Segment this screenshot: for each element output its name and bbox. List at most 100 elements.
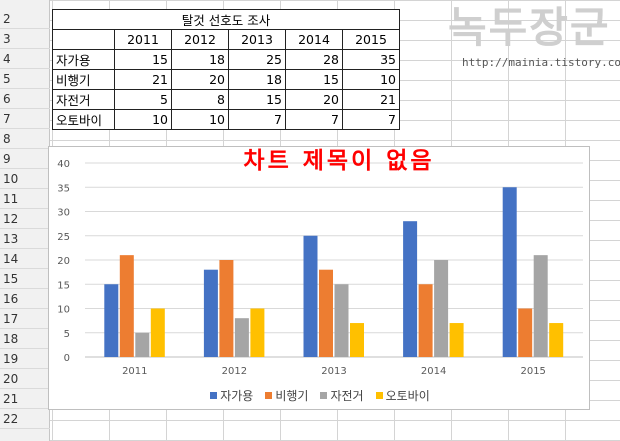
column-chart[interactable]: 0 5 10 15 20 25 30 35 40 2011 2012 2013 2014 2015 차트 … [48, 146, 590, 410]
year-header[interactable]: 2013 [228, 29, 286, 50]
row-number[interactable]: 3 [0, 29, 50, 49]
row-number[interactable]: 10 [0, 169, 50, 189]
legend-swatch [375, 391, 383, 399]
bar[interactable] [119, 255, 134, 357]
value-cell[interactable]: 15 [114, 49, 172, 70]
row-number[interactable]: 19 [0, 349, 50, 369]
value-cell[interactable]: 21 [342, 89, 400, 110]
row-number[interactable]: 8 [0, 129, 50, 149]
bar[interactable] [449, 323, 464, 357]
legend-entry[interactable]: 자전거 [320, 387, 364, 403]
value-cell[interactable]: 7 [285, 109, 343, 130]
survey-table: 탈것 선호도 조사 2011 2012 2013 2014 2015 자가용 1… [52, 9, 400, 130]
value-cell[interactable]: 18 [171, 49, 229, 70]
y-tick-label: 30 [57, 208, 70, 219]
bar[interactable] [234, 318, 249, 357]
row-number[interactable]: 6 [0, 89, 50, 109]
row-number[interactable]: 20 [0, 369, 50, 389]
row-number[interactable]: 7 [0, 109, 50, 129]
row-label[interactable]: 자전거 [52, 89, 115, 110]
bar[interactable] [104, 284, 119, 357]
legend-entry[interactable]: 자가용 [210, 387, 253, 403]
y-tick-label: 35 [57, 183, 70, 194]
value-cell[interactable]: 35 [342, 49, 400, 70]
bar[interactable] [403, 221, 418, 357]
value-cell[interactable]: 10 [171, 109, 229, 130]
bar[interactable] [203, 269, 218, 357]
value-cell[interactable]: 21 [114, 69, 172, 90]
bar[interactable] [518, 308, 533, 358]
row-number[interactable]: 22 [0, 409, 50, 429]
table-corner-cell[interactable] [52, 29, 115, 50]
row-number[interactable]: 4 [0, 49, 50, 69]
value-cell[interactable]: 18 [228, 69, 286, 90]
row-number[interactable]: 18 [0, 329, 50, 349]
year-header[interactable]: 2014 [285, 29, 343, 50]
value-cell[interactable]: 20 [171, 69, 229, 90]
row-header-column: 2 3 4 5 6 7 8 9 10 11 12 13 14 15 16 17 18 19 20 21 22 [0, 0, 50, 441]
bar[interactable] [334, 284, 349, 357]
legend-label: 비행기 [275, 388, 309, 403]
value-cell[interactable]: 5 [114, 89, 172, 110]
value-cell[interactable]: 10 [114, 109, 172, 130]
value-cell[interactable]: 8 [171, 89, 229, 110]
y-tick-label: 5 [64, 329, 70, 340]
bar[interactable] [502, 187, 517, 357]
value-cell[interactable]: 28 [285, 49, 343, 70]
row-number[interactable]: 13 [0, 229, 50, 249]
year-header[interactable]: 2012 [171, 29, 229, 50]
row-number[interactable]: 2 [0, 9, 50, 29]
y-tick-label: 0 [64, 353, 70, 364]
bar[interactable] [219, 260, 234, 357]
value-cell[interactable]: 15 [285, 69, 343, 90]
x-tick-label: 2012 [222, 366, 247, 377]
chart-legend[interactable]: 자가용 비행기 자전거 오토바이 [49, 387, 591, 403]
bar[interactable] [303, 235, 318, 357]
x-tick-label: 2014 [421, 366, 446, 377]
blog-logo: 녹두장군 [448, 3, 611, 52]
row-label[interactable]: 비행기 [52, 69, 115, 90]
y-tick-label: 15 [57, 280, 70, 291]
row-number[interactable]: 5 [0, 69, 50, 89]
table-title[interactable]: 탈것 선호도 조사 [52, 9, 400, 30]
x-tick-label: 2011 [122, 366, 147, 377]
value-cell[interactable]: 10 [342, 69, 400, 90]
row-label[interactable]: 자가용 [52, 49, 115, 70]
legend-swatch [210, 391, 218, 399]
bar[interactable] [434, 260, 449, 357]
row-number[interactable]: 14 [0, 249, 50, 269]
bar[interactable] [350, 323, 364, 357]
chart-plot-area: 0 5 10 15 20 25 30 35 40 2011 2012 2013 2014 2015 [57, 159, 583, 377]
bar[interactable] [250, 308, 265, 358]
chart-title[interactable]: 차트 제목이 없음 [243, 148, 435, 174]
year-header[interactable]: 2015 [342, 29, 400, 50]
bar[interactable] [533, 255, 548, 357]
y-tick-label: 10 [57, 305, 70, 316]
bar[interactable] [150, 308, 165, 358]
row-label[interactable]: 오토바이 [52, 109, 115, 130]
row-number[interactable]: 11 [0, 189, 50, 209]
bar[interactable] [319, 269, 333, 357]
value-cell[interactable]: 20 [285, 89, 343, 110]
legend-entry[interactable]: 비행기 [265, 387, 308, 403]
bar[interactable] [135, 332, 150, 357]
row-number[interactable]: 21 [0, 389, 50, 409]
value-cell[interactable]: 7 [342, 109, 400, 130]
legend-label: 자가용 [220, 388, 254, 403]
table-row: 자전거 5 8 15 20 21 [52, 89, 400, 110]
year-header[interactable]: 2011 [114, 29, 172, 50]
row-number[interactable]: 12 [0, 209, 50, 229]
table-row: 오토바이 10 10 7 7 7 [52, 109, 400, 130]
row-number[interactable]: 16 [0, 289, 50, 309]
row-number[interactable]: 9 [0, 149, 50, 169]
legend-entry[interactable]: 오토바이 [375, 387, 430, 403]
value-cell[interactable]: 15 [228, 89, 286, 110]
value-cell[interactable]: 25 [228, 49, 286, 70]
legend-swatch [265, 391, 273, 399]
bar[interactable] [549, 323, 564, 357]
bar[interactable] [418, 284, 433, 357]
y-tick-label: 40 [57, 159, 70, 170]
row-number[interactable]: 17 [0, 309, 50, 329]
row-number[interactable]: 15 [0, 269, 50, 289]
value-cell[interactable]: 7 [228, 109, 286, 130]
